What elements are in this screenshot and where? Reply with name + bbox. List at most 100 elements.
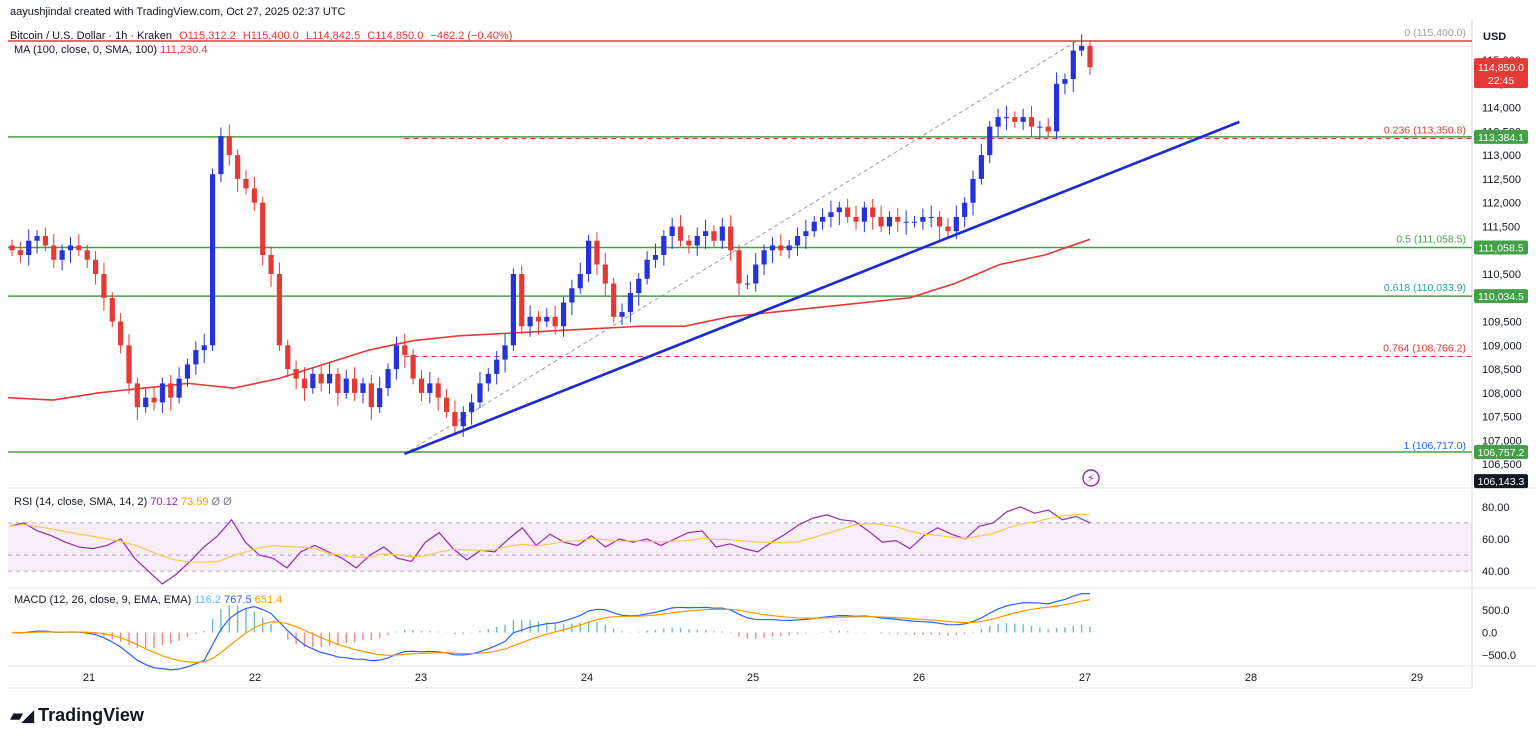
level-price-tag-text: 106,143.3	[1478, 476, 1525, 488]
candle-body	[853, 216, 859, 222]
candle-body	[243, 178, 249, 189]
y-tick-label: 108,000	[1482, 388, 1522, 400]
ma-legend[interactable]: MA (100, close, 0, SMA, 100) 111,230.4	[14, 44, 207, 56]
macd-tick-label: 500.0	[1482, 605, 1510, 617]
candle-body	[235, 155, 241, 179]
candle-body	[385, 369, 391, 389]
fib-level-label: 0.236 (113,350.8)	[1384, 124, 1466, 136]
level-price-tag	[1474, 289, 1528, 304]
candle-body	[218, 136, 224, 175]
rsi-extra: Ø Ø	[211, 496, 232, 508]
candle-body	[586, 240, 592, 275]
tradingview-logo-icon: ▰◢	[10, 705, 34, 725]
candle-body	[761, 250, 767, 265]
y-tick-label: 112,500	[1482, 174, 1521, 186]
candle-body	[251, 188, 257, 203]
candle-body	[26, 240, 32, 255]
candle-body	[928, 216, 934, 218]
candle-body	[293, 369, 299, 379]
candle-body	[652, 255, 659, 260]
candle-body	[1037, 126, 1043, 128]
rsi-value: 70.12	[150, 496, 178, 508]
candle-body	[1053, 83, 1060, 132]
macd-legend[interactable]: MACD (12, 26, close, 9, EMA, EMA) 116.2 …	[14, 594, 282, 606]
candle-body	[870, 207, 876, 217]
candle-body	[594, 240, 600, 265]
candle-body	[970, 178, 976, 203]
y-tick-label: 114,000	[1482, 103, 1521, 115]
candle-body	[1079, 45, 1085, 51]
macd-tick-label: 0.0	[1482, 628, 1497, 640]
candle-body	[126, 345, 132, 384]
candle-body	[753, 264, 759, 284]
level-price-tag	[1474, 129, 1528, 144]
candle-body	[627, 293, 633, 313]
candle-body	[778, 245, 784, 251]
candle-body	[318, 373, 324, 384]
candle-body	[368, 383, 374, 408]
candle-body	[677, 226, 684, 241]
y-tick-label: 107,000	[1482, 435, 1522, 447]
candle-body	[377, 388, 383, 408]
level-price-tag	[1474, 444, 1528, 459]
candle-body	[193, 350, 199, 365]
x-tick-label: 26	[913, 672, 925, 684]
candle-body	[744, 283, 750, 285]
macd-hist-value: 116.2	[194, 594, 222, 606]
candle-body	[67, 245, 74, 251]
candle-body	[159, 383, 166, 403]
y-tick-label: 106,500	[1482, 459, 1522, 471]
y-tick-label: 113,000	[1482, 150, 1521, 162]
candle-body	[527, 316, 533, 327]
candle-body	[895, 216, 901, 222]
candle-body	[886, 216, 893, 227]
tradingview-logo[interactable]: ▰◢ TradingView	[10, 705, 144, 726]
candle-body	[836, 207, 842, 213]
symbol-name[interactable]: Bitcoin / U.S. Dollar · 1h · Kraken	[10, 30, 173, 42]
candle-body	[1070, 50, 1076, 80]
candle-body	[418, 378, 425, 393]
candle-body	[845, 207, 851, 217]
candle-body	[962, 202, 968, 217]
candle-body	[1020, 117, 1026, 122]
macd-signal-line	[11, 599, 1091, 663]
candle-body	[343, 378, 349, 393]
candle-body	[452, 411, 458, 427]
candle-body	[92, 259, 99, 275]
candle-body	[435, 383, 441, 398]
candle-body	[560, 302, 567, 327]
candle-body	[995, 117, 1001, 127]
candle-body	[285, 345, 291, 370]
candle-body	[811, 221, 817, 232]
x-tick-label: 21	[83, 672, 95, 684]
candle-body	[209, 174, 216, 346]
candle-body	[1062, 79, 1068, 84]
candle-body	[201, 345, 207, 351]
candle-body	[1012, 117, 1018, 122]
fib-level-label: 0.764 (108,766.2)	[1383, 342, 1466, 354]
candle-body	[410, 354, 416, 379]
candle-body	[168, 383, 174, 398]
lightning-icon: ⚡	[1087, 473, 1095, 485]
candle-body	[602, 264, 608, 284]
candle-body	[276, 274, 283, 346]
last-price-text: 114,850.0	[1478, 62, 1524, 74]
candle-body	[987, 126, 993, 156]
candle-body	[9, 245, 15, 251]
y-tick-label: 109,000	[1482, 340, 1522, 352]
candle-body	[953, 216, 959, 232]
symbol-ohlc-legend[interactable]: Bitcoin / U.S. Dollar · 1h · Kraken O115…	[10, 30, 516, 42]
rsi-tick-label: 80.00	[1482, 502, 1510, 514]
candle-body	[828, 212, 834, 217]
y-tick-label: 112,000	[1482, 198, 1521, 210]
candle-body	[76, 245, 82, 251]
candle-body	[352, 378, 358, 393]
candle-body	[402, 345, 408, 355]
y-tick-label: 110,500	[1482, 269, 1521, 281]
candle-body	[544, 316, 550, 322]
candle-body	[636, 278, 642, 294]
candle-body	[911, 221, 918, 223]
rsi-legend[interactable]: RSI (14, close, SMA, 14, 2) 70.12 73.59 …	[14, 496, 232, 508]
currency-label[interactable]: USD	[1483, 31, 1507, 43]
